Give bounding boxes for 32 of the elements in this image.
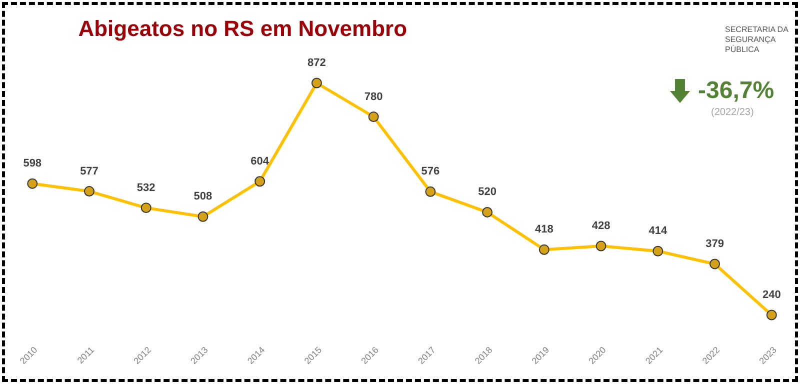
annotation: -36,7% <box>698 77 774 105</box>
point <box>652 246 664 256</box>
data-label: 418 <box>534 224 554 236</box>
point <box>27 178 38 189</box>
data-label: 577 <box>80 165 98 178</box>
point <box>710 258 720 270</box>
data-label: 872 <box>308 57 326 69</box>
point <box>425 186 436 197</box>
data-label: 508 <box>194 190 212 203</box>
data-label: 780 <box>364 90 383 103</box>
point <box>198 211 208 222</box>
point <box>538 244 550 255</box>
point <box>368 112 379 122</box>
data-label: 414 <box>648 225 668 238</box>
point <box>84 186 94 197</box>
chart-title: Abigeatos no RS em Novembro <box>78 16 408 41</box>
data-label: 598 <box>23 158 42 170</box>
data-label: 240 <box>762 289 781 301</box>
data-label: 604 <box>250 155 270 168</box>
data-label: 576 <box>421 166 440 178</box>
data-label: 428 <box>592 220 610 232</box>
point <box>140 202 152 214</box>
data-label: 520 <box>478 186 496 198</box>
point <box>596 240 606 252</box>
text: SECRETARIA DA SEGURANÇA PÚBLICA <box>725 25 790 55</box>
data-label: 379 <box>706 238 724 250</box>
data-label: 532 <box>136 182 156 194</box>
point <box>254 176 266 187</box>
annotation: (2022/23) <box>711 107 754 118</box>
point <box>311 78 322 88</box>
point <box>766 310 777 320</box>
point <box>482 206 493 218</box>
